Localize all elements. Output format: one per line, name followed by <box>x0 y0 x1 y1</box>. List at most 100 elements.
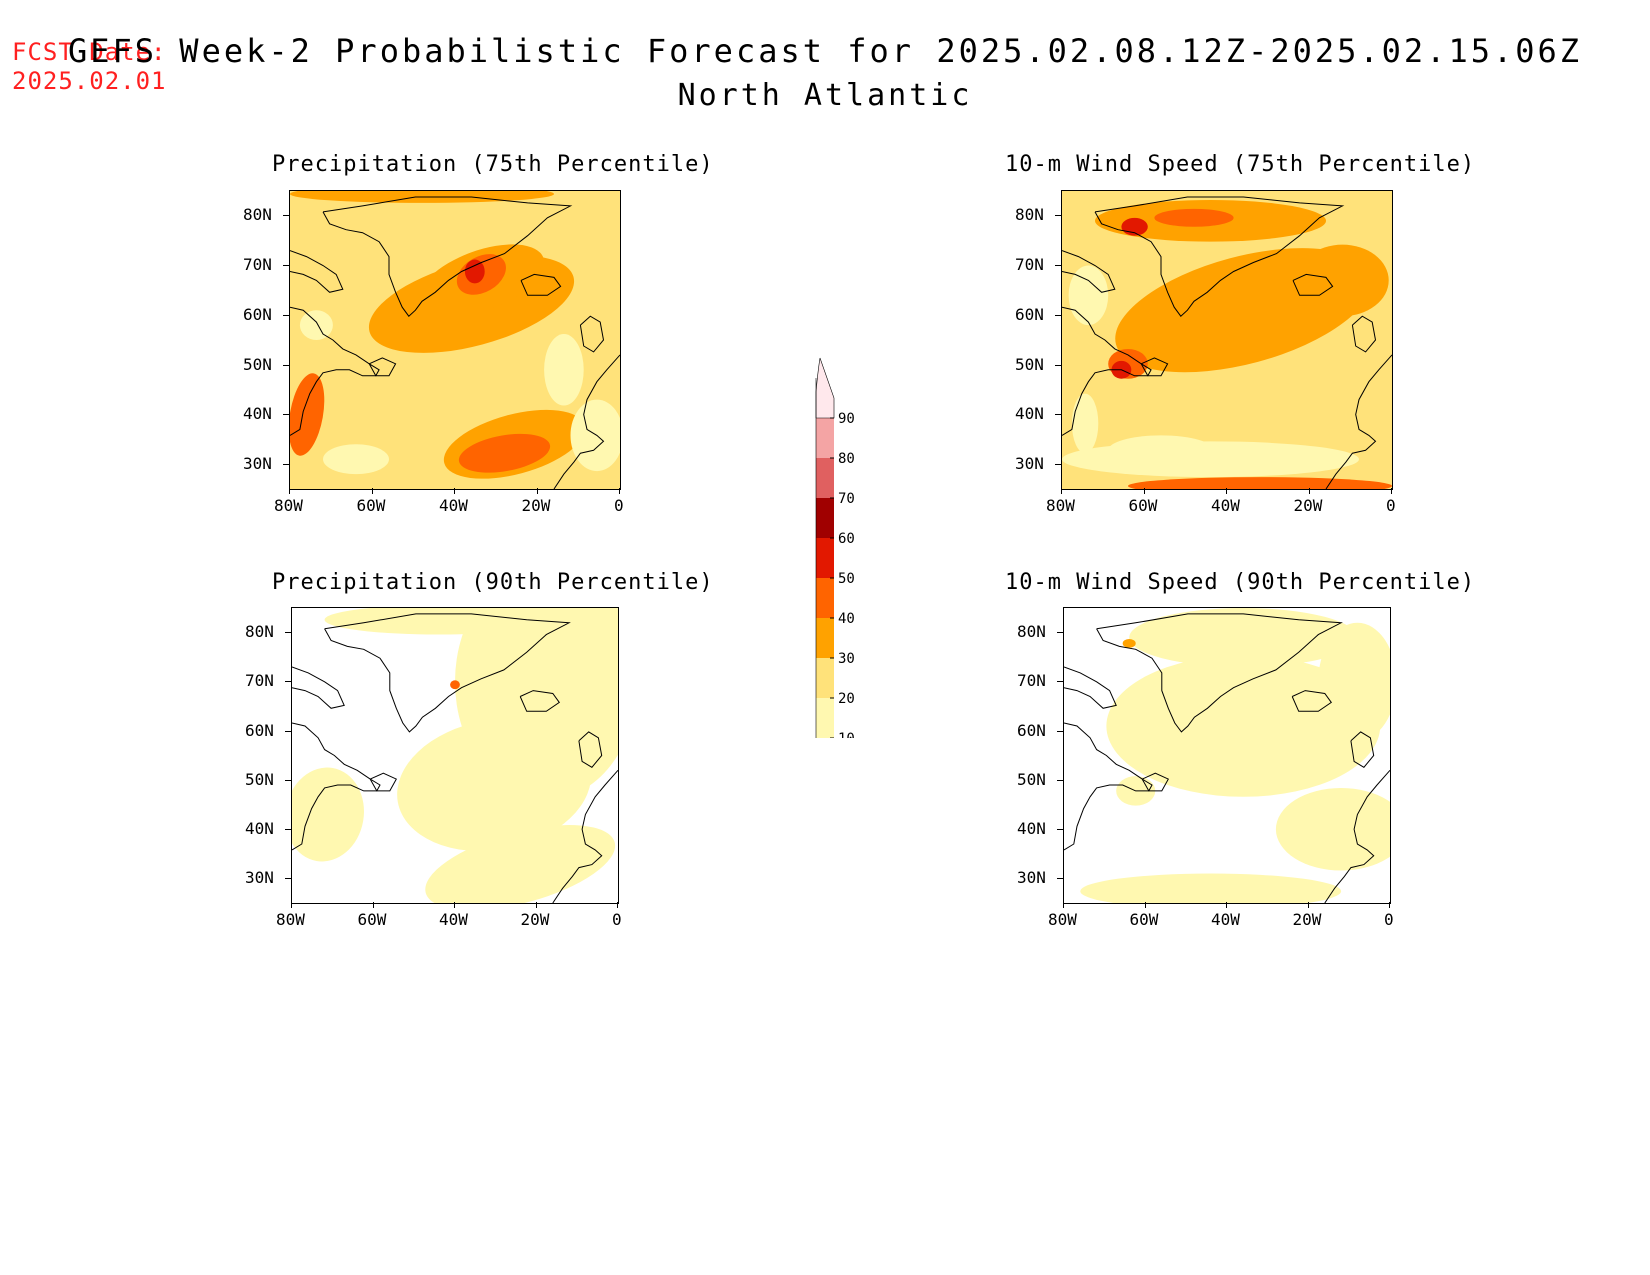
lon-tick-label: 60W <box>357 910 387 929</box>
coastline <box>1350 731 1375 768</box>
lon-tick-label: 20W <box>1292 910 1322 929</box>
coastline <box>1062 250 1116 293</box>
probability-contour <box>323 444 389 475</box>
colorbar-segment <box>815 357 835 419</box>
lat-tick-mark <box>1055 215 1061 217</box>
colorbar-label: 10 <box>838 731 855 738</box>
coastline <box>1140 357 1169 377</box>
map-canvas <box>1062 191 1392 489</box>
colorbar-label: 30 <box>838 651 855 667</box>
lat-tick-mark <box>283 464 289 466</box>
coastline <box>1325 354 1392 489</box>
lat-tick-mark <box>285 779 291 781</box>
colorbar-segment <box>816 698 834 738</box>
probability-contour <box>292 767 364 862</box>
lon-tick-label: 60W <box>1129 910 1159 929</box>
coastline <box>1064 666 1117 709</box>
probability-contour <box>425 825 616 903</box>
lat-tick-label: 40N <box>245 819 274 839</box>
lat-tick-mark <box>1055 265 1061 267</box>
colorbar-segment <box>816 418 834 458</box>
colorbar-label: 60 <box>838 531 855 547</box>
lon-tick-label: 20W <box>520 910 550 929</box>
lat-tick-mark <box>1057 632 1063 634</box>
lon-tick-label: 80W <box>274 496 303 515</box>
lat-tick-label: 60N <box>1017 720 1046 740</box>
colorbar-segment <box>816 538 834 578</box>
map-precip-75 <box>289 190 621 490</box>
lat-tick-label: 50N <box>1017 769 1046 789</box>
coastline <box>290 250 344 293</box>
lat-tick-label: 70N <box>1015 255 1044 275</box>
forecast-date-label: FCST Date: 2025.02.01 <box>12 38 167 96</box>
lat-tick-mark <box>283 414 289 416</box>
probability-contour <box>1068 265 1109 326</box>
coastline <box>1141 772 1169 792</box>
fcst-label: FCST Date: <box>12 38 167 66</box>
lat-tick-label: 40N <box>1015 404 1044 424</box>
colorbar-segment <box>816 658 834 698</box>
lat-tick-label: 30N <box>245 868 274 888</box>
lon-tick-mark <box>371 488 373 494</box>
panel-title: 10-m Wind Speed (90th Percentile) <box>1005 570 1476 595</box>
lat-tick-label: 80N <box>1015 205 1044 225</box>
probability-contour <box>1080 873 1342 903</box>
coastline <box>1324 769 1390 903</box>
probability-contour <box>464 259 485 284</box>
lat-tick-label: 40N <box>1017 819 1046 839</box>
lon-tick-label: 20W <box>1293 496 1323 515</box>
probability-contour <box>299 310 333 340</box>
lon-tick-label: 0 <box>1384 910 1394 929</box>
lon-tick-mark <box>291 902 292 908</box>
colorbar-label: 80 <box>838 451 855 467</box>
lat-tick-mark <box>285 829 291 831</box>
lat-tick-label: 50N <box>243 354 272 374</box>
colorbar-label: 50 <box>838 571 855 587</box>
lat-tick-label: 70N <box>243 255 272 275</box>
lon-tick-mark <box>454 902 455 908</box>
lon-tick-label: 80W <box>1046 496 1075 515</box>
colorbar-segment <box>816 458 834 498</box>
lon-tick-mark <box>619 488 620 494</box>
lon-tick-mark <box>1389 902 1390 908</box>
lon-tick-mark <box>536 488 538 494</box>
lat-tick-mark <box>1057 681 1063 683</box>
lat-tick-label: 70N <box>1017 671 1046 691</box>
lat-tick-mark <box>283 364 289 366</box>
probability-contour <box>1106 655 1381 797</box>
lon-tick-mark <box>535 902 537 908</box>
lat-tick-label: 30N <box>1015 454 1044 474</box>
coastline <box>519 690 561 712</box>
probability-contour <box>458 433 551 473</box>
map-wind-75 <box>1061 190 1393 490</box>
lon-tick-label: 80W <box>1048 910 1077 929</box>
lat-tick-mark <box>1057 829 1063 831</box>
lon-tick-label: 0 <box>614 496 624 515</box>
lon-tick-label: 0 <box>1386 496 1396 515</box>
lat-tick-label: 60N <box>243 304 272 324</box>
probability-contour <box>1071 393 1099 454</box>
lon-tick-label: 40W <box>1211 496 1240 515</box>
lon-tick-mark <box>1308 488 1310 494</box>
lat-tick-mark <box>285 730 291 732</box>
lat-tick-label: 80N <box>245 622 274 642</box>
probability-contour <box>1122 638 1136 648</box>
probability-contour <box>1318 622 1390 741</box>
lon-tick-mark <box>289 488 290 494</box>
panel-title: Precipitation (90th Percentile) <box>272 570 714 595</box>
coastline <box>1291 690 1333 712</box>
lat-tick-mark <box>285 878 291 880</box>
probability-contour <box>570 399 620 472</box>
lat-tick-label: 40N <box>243 404 272 424</box>
lat-tick-mark <box>283 265 289 267</box>
map-precip-90 <box>291 607 619 904</box>
panel-title: Precipitation (75th Percentile) <box>272 152 714 177</box>
probability-contour <box>1129 608 1358 667</box>
lat-tick-mark <box>1057 779 1063 781</box>
lat-tick-label: 70N <box>245 671 274 691</box>
colorbar-segment <box>816 498 834 538</box>
lat-tick-label: 60N <box>1015 304 1044 324</box>
lat-tick-label: 80N <box>243 205 272 225</box>
lon-tick-label: 20W <box>521 496 551 515</box>
colorbar-label: 70 <box>838 491 855 507</box>
